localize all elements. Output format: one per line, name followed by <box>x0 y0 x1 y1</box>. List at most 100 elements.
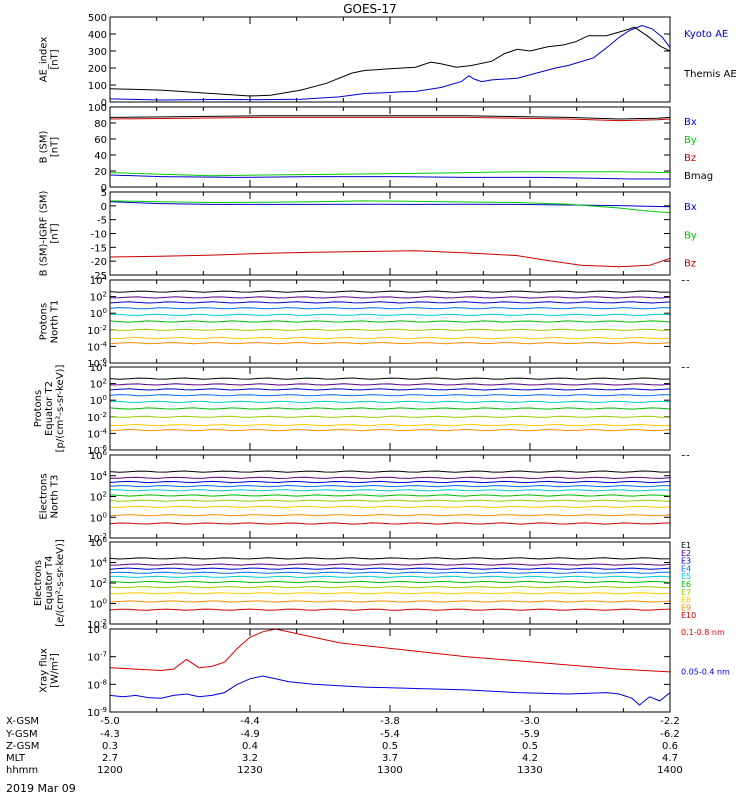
orbit-row-label: Z-GSM <box>6 741 39 752</box>
panel-frame <box>109 628 671 713</box>
legend-themis-ae: Themis AE <box>683 69 737 80</box>
legend-e10: E10 <box>681 611 696 620</box>
series-line-e4 <box>110 484 670 488</box>
panel-2: 0 20 40 60 80 100 Bx By Bz Bmag B (SM) [nT] <box>39 103 745 194</box>
panel-frame <box>109 191 671 276</box>
data-gap <box>670 281 750 362</box>
series-line-e10 <box>110 522 670 525</box>
legend-e8: E8 <box>681 596 691 605</box>
orbit-value: 1230 <box>237 765 262 776</box>
orbit-value: 0.3 <box>102 741 118 752</box>
panel-frame <box>109 106 671 188</box>
y-tick-label: 104 <box>90 274 108 287</box>
data-gap <box>670 368 750 449</box>
series-line-p8 <box>110 423 670 427</box>
orbit-value: -5.9 <box>520 729 540 740</box>
series-line-p2 <box>110 383 670 386</box>
y-tick-label: 10-2 <box>87 532 107 545</box>
y-axis-label: Equator T4 <box>44 556 55 611</box>
series-line-e10 <box>110 608 670 611</box>
y-axis-label: Protons <box>33 390 44 427</box>
data-gap <box>735 193 745 274</box>
y-tick-label: 10-2 <box>87 618 107 631</box>
orbit-value: 4.2 <box>522 753 538 764</box>
series-line-p5 <box>110 400 670 404</box>
series-line-p6 <box>110 320 670 323</box>
series-line-themis-ae <box>110 26 670 97</box>
y-axis-label: AE_index <box>39 37 50 83</box>
y-tick-label: 80 <box>94 119 107 130</box>
legend-0-1-0-8-nm: 0.1-0.8 nm <box>681 628 725 637</box>
y-tick-label: 200 <box>88 64 107 75</box>
y-tick-label: -15 <box>91 243 107 254</box>
y-axis-label: [nT] <box>50 223 61 243</box>
panel-3: -25 -20 -15 -10 -5 0 5 Bx By Bz B (SM)-IGRF (SM) [n… <box>39 188 745 282</box>
orbit-value: -5.4 <box>380 729 400 740</box>
y-tick-label: 106 <box>90 536 108 549</box>
y-tick-label: 104 <box>90 361 108 374</box>
series-line-e2 <box>110 476 670 479</box>
y-tick-label: 300 <box>88 47 107 58</box>
y-tick-label: 106 <box>90 449 108 462</box>
series-line-p3 <box>110 388 670 391</box>
y-tick-label: -25 <box>91 271 107 282</box>
y-axis-label: [p/(cm²-s-sr-keV)] <box>55 365 66 453</box>
panel-frame <box>109 454 671 539</box>
y-axis-label: [nT] <box>50 49 61 69</box>
series-group <box>110 377 670 432</box>
orbit-value: 4.7 <box>662 753 678 764</box>
panel-frame <box>109 366 671 451</box>
y-axis-label: Electrons <box>39 473 50 519</box>
orbit-value: -4.4 <box>240 716 260 727</box>
legend-e5: E5 <box>681 572 691 581</box>
orbit-value: -4.9 <box>240 729 260 740</box>
series-line-0-05-0-4-nm <box>110 675 670 706</box>
y-tick-label: 100 <box>90 511 107 524</box>
series-line-p9 <box>110 428 670 432</box>
y-tick-label: 104 <box>90 557 108 570</box>
y-tick-label: 100 <box>88 103 107 114</box>
y-axis-label: [W/m²] <box>50 653 61 688</box>
series-line-e7 <box>110 499 670 502</box>
orbit-value: -2.2 <box>660 716 680 727</box>
chart-title: GOES-17 <box>343 2 397 16</box>
y-tick-label: 500 <box>88 13 107 24</box>
legend-bx: Bx <box>684 117 697 128</box>
series-line-p8 <box>110 336 670 340</box>
series-line-p4 <box>110 307 670 310</box>
legend-0-05-0-4-nm: 0.05-0.4 nm <box>681 668 730 677</box>
series-line-e7 <box>110 585 670 589</box>
series-line-e3 <box>110 480 670 484</box>
y-axis-label: B (SM) <box>39 130 50 163</box>
y-tick-label: 10-9 <box>87 706 107 719</box>
orbit-value: 1330 <box>517 765 542 776</box>
orbit-row-label: MLT <box>6 753 26 764</box>
series-line-p1 <box>110 377 670 380</box>
y-tick-label: 0 <box>101 183 107 194</box>
series-line-0-1-0-8-nm <box>110 629 670 673</box>
y-tick-label: 104 <box>90 470 108 483</box>
orbit-value: 0.5 <box>522 741 538 752</box>
orbit-row-label: X-GSM <box>6 716 39 727</box>
y-tick-label: 10-6 <box>87 444 107 457</box>
y-tick-label: -5 <box>97 216 107 227</box>
orbit-row-label: hhmm <box>6 765 38 776</box>
orbit-value: 3.7 <box>382 753 398 764</box>
series-line-p7 <box>110 328 670 331</box>
y-tick-label: 10-4 <box>87 340 107 353</box>
series-group <box>110 290 670 388</box>
y-tick-label: 100 <box>90 394 107 407</box>
orbit-value: 0.6 <box>662 741 678 752</box>
y-axis-label: North T3 <box>50 475 61 519</box>
legend-e3: E3 <box>681 557 691 566</box>
orbit-value: 0.5 <box>382 741 398 752</box>
orbit-value: 0.4 <box>242 741 258 752</box>
series-line-p11 <box>110 387 670 388</box>
panel-1: 0 100 200 300 400 500 Kyoto AE Themis AE AE_inde… <box>39 13 737 109</box>
legend-bz: Bz <box>684 153 696 164</box>
y-tick-label: 10-2 <box>87 324 107 337</box>
y-axis-label: [nT] <box>50 137 61 157</box>
